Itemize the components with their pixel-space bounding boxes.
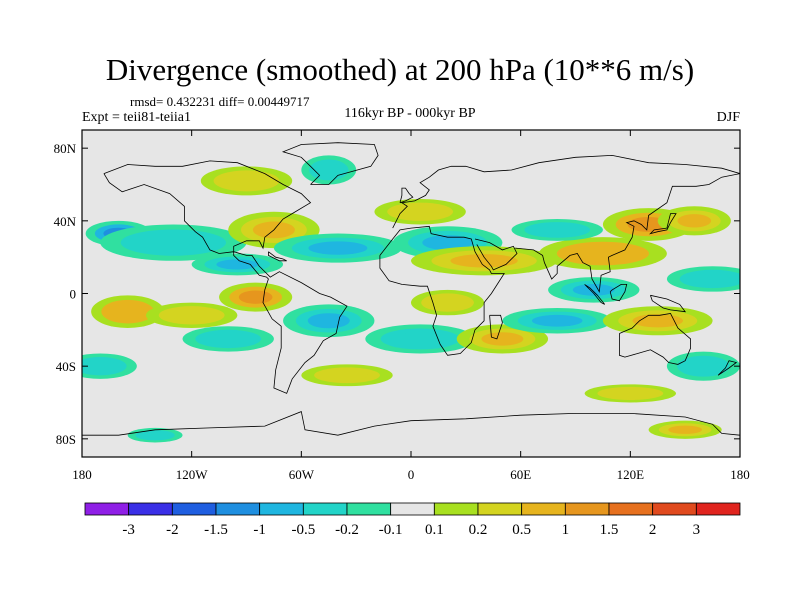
colorbar-swatch [521, 502, 566, 516]
colorbar-label: 2 [649, 522, 657, 538]
colorbar-label: 1.5 [600, 522, 619, 538]
y-tick-label: 80S [56, 432, 76, 447]
x-tick-label: 180 [72, 467, 92, 482]
colorbar-swatch [259, 502, 304, 516]
divergence-contour [110, 304, 145, 320]
x-tick-label: 120E [617, 467, 645, 482]
divergence-contour [326, 370, 369, 381]
divergence-contour [225, 174, 268, 188]
figure-title: Divergence (smoothed) at 200 hPa (10**6 … [105, 52, 695, 87]
x-tick-label: 60W [289, 467, 315, 482]
divergence-contour [609, 389, 652, 398]
colorbar-label: -1 [253, 522, 266, 538]
x-tick-label: 180 [730, 467, 750, 482]
divergence-contour [691, 273, 734, 285]
coastline [609, 284, 628, 302]
colorbar-label: 0.5 [512, 522, 531, 538]
divergence-contour [307, 313, 350, 329]
divergence-contour [573, 246, 633, 262]
divergence-contour [531, 314, 583, 327]
y-tick-label: 0 [70, 287, 77, 302]
colorbar-label: -0.2 [335, 522, 359, 538]
y-tick-label: 40N [54, 214, 77, 229]
colorbar-swatch [84, 502, 130, 516]
divergence-contour [572, 284, 615, 296]
colorbar-label: -2 [166, 522, 179, 538]
coastline [82, 411, 740, 436]
colorbar-label: -3 [122, 522, 135, 538]
colorbar-swatch [302, 502, 348, 516]
coastline [650, 294, 687, 313]
colorbar: -3 -2 -1.5 -1 -0.5 -0.2 -0.1 0.1 0.2 0.5 1 1.5 2 3 [84, 502, 741, 538]
coastline [619, 313, 691, 365]
coastlines [82, 142, 740, 436]
divergence-contour [238, 290, 273, 304]
map-background [82, 130, 740, 457]
colorbar-swatch [608, 502, 654, 516]
divergence-contour [668, 425, 702, 434]
divergence-contour [481, 332, 524, 346]
coastline [103, 160, 348, 394]
colorbar-swatch [215, 502, 261, 516]
divergence-contour [399, 205, 442, 218]
colorbar-label: 0.2 [469, 522, 488, 538]
x-tick-label: 120W [176, 467, 209, 482]
coastline [268, 251, 287, 262]
colorbar-swatch [433, 502, 479, 516]
divergence-contour [536, 224, 579, 235]
colorbar-label: -0.5 [291, 522, 315, 538]
coastline [474, 238, 518, 271]
y-tick-label: 80N [54, 141, 77, 156]
divergence-contour [316, 163, 342, 177]
coastline [392, 154, 740, 229]
divergence-contour [422, 235, 473, 251]
colorbar-swatch [128, 502, 173, 516]
coastline [399, 187, 414, 204]
coastline [717, 360, 738, 376]
divergence-contour [430, 296, 465, 309]
divergence-contour [677, 214, 712, 228]
divergence-contour [308, 241, 368, 255]
colorbar-swatch [652, 502, 697, 516]
divergence-contour [394, 332, 446, 346]
y-tick-label: 40S [56, 359, 76, 374]
period-label: 116kyr BP - 000kyr BP [344, 106, 476, 121]
colorbar-swatch [695, 502, 741, 516]
coastline [515, 173, 740, 293]
coastline [379, 225, 505, 356]
colorbar-swatch [171, 502, 217, 516]
x-tick-label: 0 [408, 467, 415, 482]
colorbar-swatch [477, 502, 523, 516]
coastline [281, 142, 379, 185]
divergence-contour [686, 359, 721, 373]
coastline [584, 284, 606, 305]
divergence-contour [83, 360, 118, 373]
divergence-contour [450, 254, 518, 268]
coastline [489, 314, 503, 340]
colorbar-swatch [390, 502, 435, 516]
season-label: DJF [716, 110, 740, 125]
map-plot-area [82, 130, 740, 457]
map-axes: 180 120W 60W 0 60E 120E 180 80N 40N 0 40S 80S [54, 130, 750, 482]
colorbar-label: 0.1 [425, 522, 444, 538]
divergence-contour [139, 234, 208, 251]
divergence-contour [170, 309, 213, 322]
colorbar-label: -1.5 [204, 522, 228, 538]
colorbar-label: 3 [693, 522, 701, 538]
colorbar-label: -0.1 [379, 522, 403, 538]
colorbar-label: 1 [562, 522, 570, 538]
colorbar-swatch [564, 502, 610, 516]
divergence-contour [207, 333, 250, 345]
colorbar-swatch [346, 502, 392, 516]
divergence-contour [142, 431, 168, 439]
experiment-label: Expt = teii81-teiia1 [82, 110, 191, 125]
rmsd-diff-text: rmsd= 0.432231 diff= 0.00449717 [130, 94, 310, 109]
coastline [649, 213, 677, 235]
divergence-contour [216, 259, 259, 270]
x-tick-label: 60E [510, 467, 531, 482]
